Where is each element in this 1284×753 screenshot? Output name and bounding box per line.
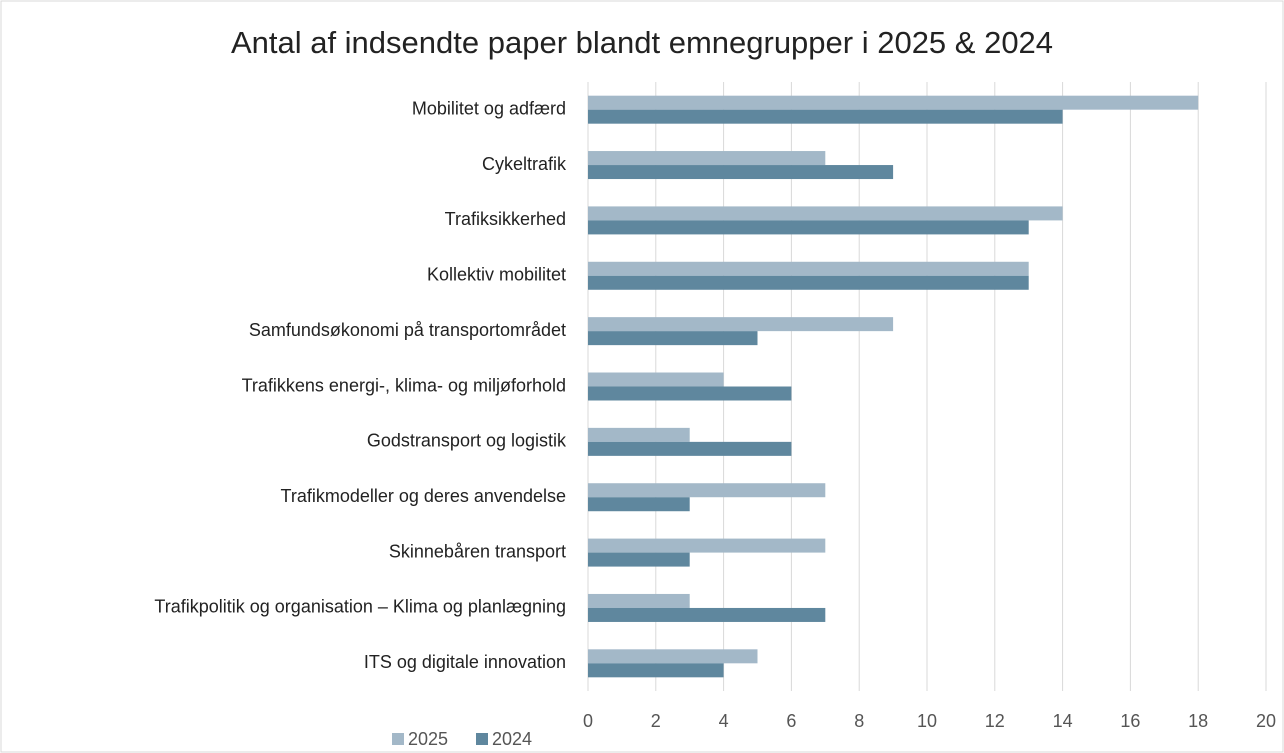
bar: [588, 538, 826, 553]
y-tick-label: Trafikkens energi-, klima- og miljøforho…: [242, 375, 566, 395]
y-tick-label: Skinnebåren transport: [389, 541, 566, 561]
y-tick-label: Cykeltrafik: [482, 154, 567, 174]
x-tick-label: 6: [786, 711, 796, 731]
x-tick-label: 16: [1120, 711, 1140, 731]
bar: [588, 317, 894, 332]
x-tick-label: 4: [719, 711, 729, 731]
bar: [588, 663, 724, 678]
legend-swatch: [476, 733, 488, 745]
bar: [588, 552, 690, 567]
y-tick-label: Godstransport og logistik: [367, 431, 567, 451]
y-tick-label: Trafiksikkerhed: [445, 209, 566, 229]
x-tick-label: 20: [1256, 711, 1276, 731]
y-tick-label: Samfundsøkonomi på transportområdet: [249, 320, 566, 340]
y-tick-label: Kollektiv mobilitet: [427, 265, 566, 285]
x-tick-label: 12: [985, 711, 1005, 731]
x-tick-label: 10: [917, 711, 937, 731]
y-tick-label: Trafikpolitik og organisation – Klima og…: [154, 597, 566, 617]
bar: [588, 95, 1199, 110]
bar: [588, 261, 1029, 276]
bar: [588, 206, 1063, 221]
x-tick-label: 14: [1053, 711, 1073, 731]
bar: [588, 483, 826, 498]
bar: [588, 165, 894, 180]
y-tick-label: Mobilitet og adfærd: [412, 98, 566, 118]
x-tick-label: 0: [583, 711, 593, 731]
y-tick-label: ITS og digitale innovation: [364, 652, 566, 672]
x-tick-label: 18: [1188, 711, 1208, 731]
bar: [588, 607, 826, 622]
bar: [588, 441, 792, 456]
bar: [588, 220, 1029, 235]
bar: [588, 331, 758, 346]
x-tick-label: 2: [651, 711, 661, 731]
bar: [588, 275, 1029, 290]
bar: [588, 372, 724, 387]
bar: [588, 649, 758, 664]
y-tick-label: Trafikmodeller og deres anvendelse: [281, 486, 567, 506]
legend-swatch: [392, 733, 404, 745]
bar: [588, 497, 690, 512]
bar: [588, 386, 792, 401]
legend-label: 2024: [492, 729, 532, 749]
bar: [588, 109, 1063, 124]
bar: [588, 593, 690, 608]
bar: [588, 427, 690, 442]
bar: [588, 151, 826, 166]
x-tick-label: 8: [854, 711, 864, 731]
legend-label: 2025: [408, 729, 448, 749]
chart-title: Antal af indsendte paper blandt emnegrup…: [231, 25, 1053, 60]
